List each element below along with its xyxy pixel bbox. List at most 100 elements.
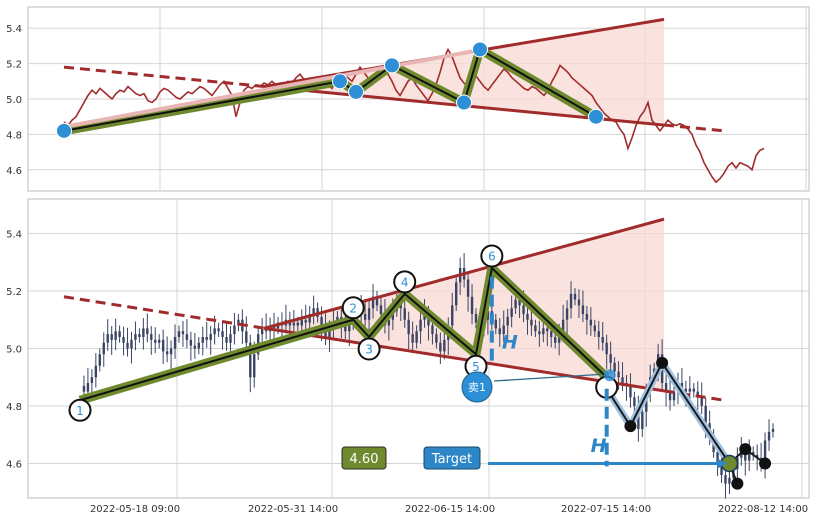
x-tick-label: 2022-08-12 14:00 — [718, 504, 808, 515]
candle-body — [245, 331, 248, 343]
pattern-point-marker — [456, 94, 472, 111]
height-label: H — [591, 435, 607, 457]
candle-body — [253, 354, 256, 378]
candle-body — [577, 299, 581, 306]
y-tick-label: 5.4 — [6, 230, 22, 241]
candle-body — [379, 305, 383, 314]
candle-body — [130, 339, 133, 349]
projection-point — [624, 420, 637, 433]
target-tag-label: Target — [431, 452, 472, 467]
candle-body — [688, 388, 692, 392]
candle-body — [229, 334, 232, 343]
candle-body — [522, 305, 525, 314]
candle-body — [205, 337, 208, 340]
candle-body — [621, 377, 624, 383]
tick-labels: 4.6 4.8 5.0 5.2 5.4 4.6 4.8 5.0 5.2 5.4 2022-05-18… — [6, 24, 808, 515]
candle-body — [138, 334, 141, 337]
candle-body — [193, 345, 197, 349]
candle-body — [498, 328, 501, 335]
candle-body — [704, 406, 707, 424]
candle-body — [664, 383, 668, 392]
x-tick-label: 2022-07-15 14:00 — [561, 504, 651, 515]
pattern-point-circle — [393, 270, 417, 294]
pattern-point-marker — [384, 57, 400, 74]
sell-pointer — [493, 373, 601, 382]
y-tick-label: 4.6 — [6, 166, 22, 177]
candle-body — [455, 282, 458, 306]
candle-body — [375, 296, 379, 306]
wave-line — [79, 267, 608, 402]
candle-body — [173, 337, 177, 349]
pattern-point-circle — [341, 296, 365, 320]
candle-body — [225, 337, 228, 343]
candle-body — [126, 342, 129, 349]
candle-body — [296, 322, 299, 326]
candle-body — [763, 440, 767, 464]
candle-body — [320, 316, 323, 329]
candle-body — [110, 334, 113, 340]
candle-body — [411, 334, 414, 343]
candle-body — [439, 342, 442, 352]
candle-body — [641, 411, 644, 429]
candle-body — [565, 308, 569, 320]
support-line-dashed — [663, 123, 725, 133]
target-arrowhead — [717, 458, 728, 469]
candle-body — [680, 383, 684, 389]
candle-body — [767, 431, 771, 441]
x-tick-label: 2022-05-18 09:00 — [90, 504, 180, 515]
candle-body — [154, 339, 157, 343]
pattern-point-marker — [588, 108, 604, 125]
candle-body — [696, 391, 699, 398]
candle-body — [561, 319, 565, 335]
pattern-point-circle — [68, 398, 92, 422]
candle-body — [189, 339, 193, 346]
candle-body — [526, 314, 529, 320]
candle-body — [720, 463, 723, 475]
candle-body — [530, 319, 533, 326]
candle-body — [142, 328, 145, 337]
candle-body — [700, 397, 703, 406]
candle-body — [629, 385, 632, 398]
candle-body — [217, 328, 220, 332]
candle-body — [771, 429, 775, 432]
candle-body — [581, 305, 585, 314]
resistance-line — [263, 217, 665, 330]
projection-point — [759, 457, 772, 470]
pattern-points: 1 2 3 4 5 6 — [56, 41, 772, 490]
candle-body — [233, 325, 236, 335]
candle-body — [94, 365, 98, 378]
candle-body — [403, 308, 406, 320]
candle-body — [569, 293, 573, 309]
support-line-dashed — [63, 65, 265, 88]
candle-body — [684, 388, 688, 392]
candle-body — [209, 334, 212, 340]
candle-body — [419, 319, 422, 332]
sell-bubble — [461, 371, 493, 403]
candle-body — [597, 331, 600, 337]
candle-body — [470, 296, 474, 314]
candle-body — [672, 391, 676, 401]
candle-body — [150, 334, 153, 340]
candle-body — [748, 452, 751, 461]
candle-body — [605, 342, 608, 355]
pattern-point-circle — [480, 244, 504, 268]
candle-body — [146, 328, 149, 335]
guide-arrow — [63, 49, 473, 129]
candle-body — [573, 293, 577, 300]
candle-body — [534, 325, 537, 332]
y-tick-label: 4.8 — [6, 130, 22, 141]
candle-body — [300, 319, 303, 326]
price-tag — [341, 446, 387, 470]
pattern-point-circle — [357, 337, 381, 361]
candle-body — [82, 385, 86, 392]
candle-body — [260, 328, 264, 335]
candle-body — [197, 342, 200, 349]
candle-body — [692, 388, 695, 392]
price-tag-label: 4.60 — [350, 452, 379, 467]
candle-body — [613, 362, 616, 372]
candle-body — [601, 337, 604, 343]
y-tick-label: 5.2 — [6, 60, 22, 71]
support-line-dashed — [663, 389, 725, 402]
candle-body — [367, 308, 371, 320]
candle-body — [716, 452, 719, 464]
